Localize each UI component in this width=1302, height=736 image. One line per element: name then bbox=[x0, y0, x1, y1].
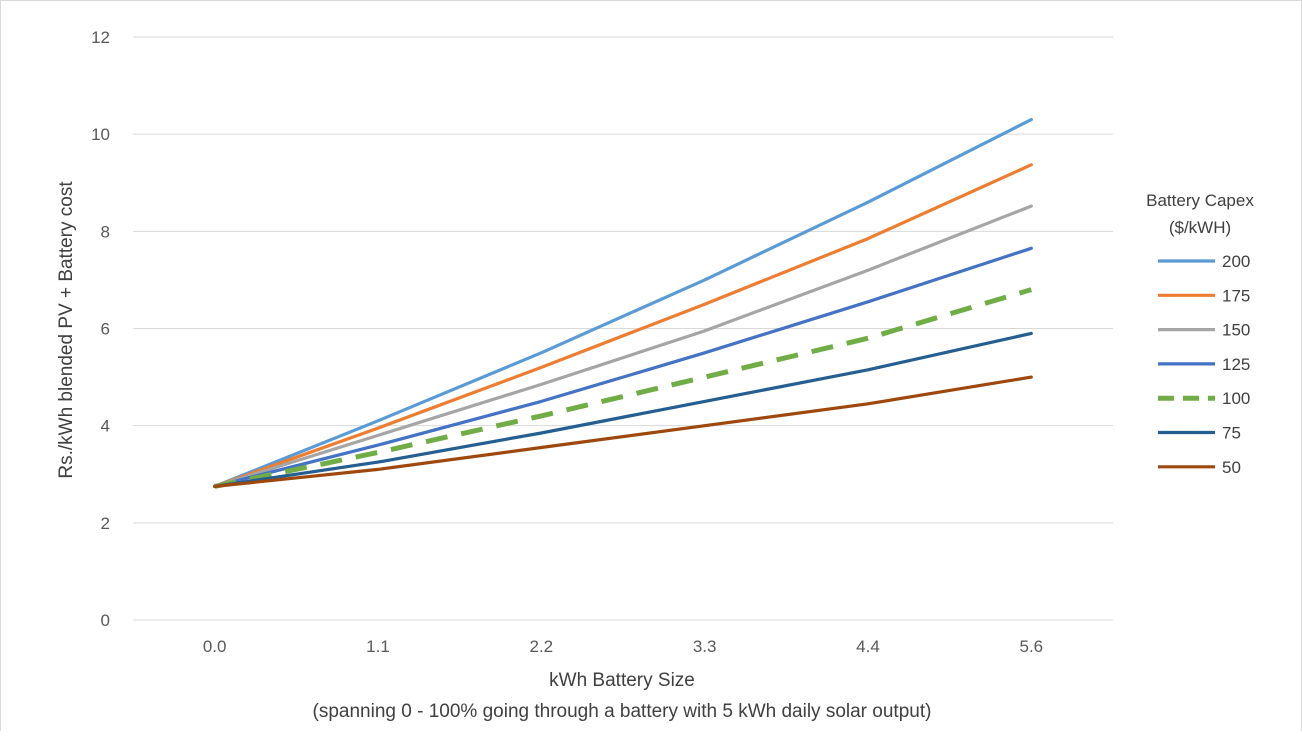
x-axis-title: kWh Battery Size bbox=[549, 670, 695, 691]
x-tick-label-2: 2.2 bbox=[530, 637, 554, 656]
x-tick-label-0: 0.0 bbox=[203, 637, 227, 656]
series-line-200 bbox=[213, 117, 1033, 488]
y-tick-label-6: 12 bbox=[91, 28, 110, 47]
series-line-125 bbox=[213, 246, 1033, 488]
y-tick-label-0: 0 bbox=[101, 611, 110, 630]
y-axis-ticks: 0 2 4 6 8 10 12 bbox=[91, 28, 110, 630]
y-tick-label-4: 8 bbox=[101, 222, 110, 241]
x-axis-ticks: 0.0 1.1 2.2 3.3 4.4 5.6 bbox=[203, 637, 1043, 656]
y-tick-label-5: 10 bbox=[91, 125, 110, 144]
series-lines bbox=[213, 117, 1033, 489]
series-line-100 bbox=[214, 287, 1033, 489]
series-line-175 bbox=[213, 163, 1033, 488]
y-tick-label-2: 4 bbox=[101, 417, 110, 436]
legend-label-150: 150 bbox=[1222, 321, 1250, 340]
legend-title-line1: Battery Capex bbox=[1146, 191, 1254, 210]
legend-items: 200 175 150 125 100 75 50 bbox=[1158, 252, 1250, 477]
x-tick-label-5: 5.6 bbox=[1020, 637, 1044, 656]
legend-label-175: 175 bbox=[1222, 286, 1250, 305]
legend-label-50: 50 bbox=[1222, 458, 1241, 477]
series-line-50 bbox=[213, 375, 1033, 488]
series-line-75 bbox=[213, 331, 1033, 488]
series-line-150 bbox=[213, 204, 1033, 488]
y-tick-label-1: 2 bbox=[101, 514, 110, 533]
legend-label-125: 125 bbox=[1222, 355, 1250, 374]
x-tick-label-3: 3.3 bbox=[693, 637, 717, 656]
y-axis-title: Rs./kWh blended PV + Battery cost bbox=[56, 181, 77, 479]
x-tick-label-4: 4.4 bbox=[856, 637, 880, 656]
legend-title-line2: ($/kWH) bbox=[1169, 218, 1231, 237]
legend: Battery Capex ($/kWH) 200 175 150 125 100 75 5… bbox=[1146, 191, 1254, 477]
legend-label-100: 100 bbox=[1222, 389, 1250, 408]
legend-label-200: 200 bbox=[1222, 252, 1250, 271]
x-axis-subtitle: (spanning 0 - 100% going through a batte… bbox=[313, 701, 932, 722]
gridlines bbox=[133, 36, 1113, 621]
x-tick-label-1: 1.1 bbox=[366, 637, 390, 656]
legend-label-75: 75 bbox=[1222, 424, 1241, 443]
y-tick-label-3: 6 bbox=[101, 320, 110, 339]
